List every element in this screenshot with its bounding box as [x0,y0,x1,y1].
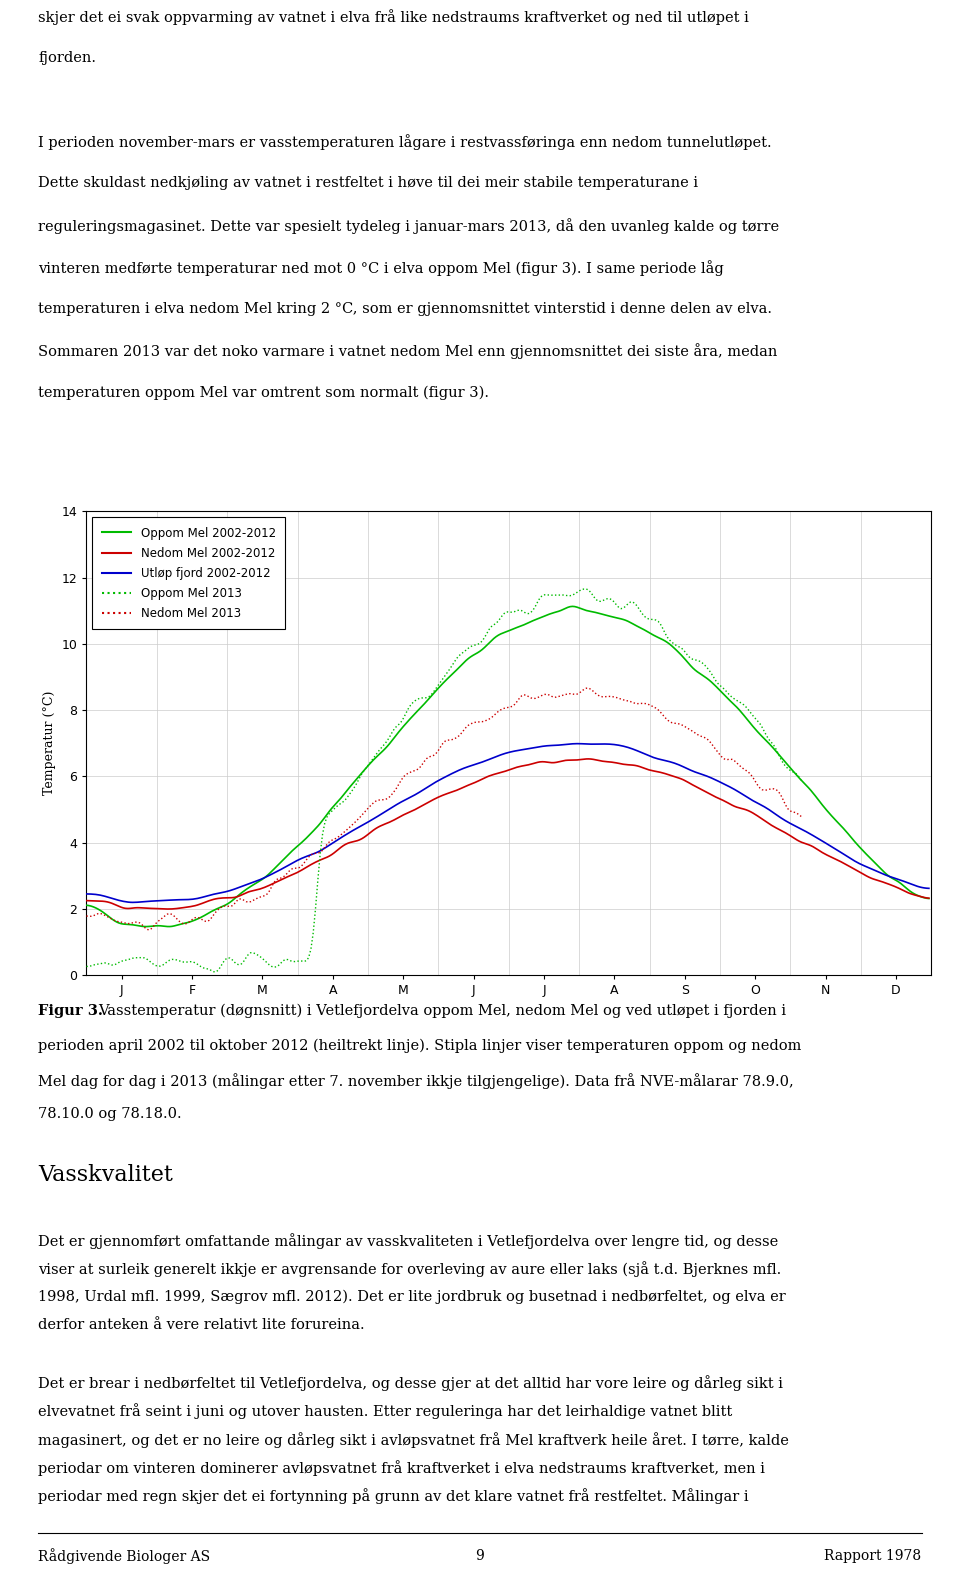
Text: periodar om vinteren dominerer avløpsvatnet frå kraftverket i elva nedstraums kr: periodar om vinteren dominerer avløpsvat… [38,1460,765,1475]
Text: fjorden.: fjorden. [38,50,96,64]
Text: Dette skuldast nedkjøling av vatnet i restfeltet i høve til dei meir stabile tem: Dette skuldast nedkjøling av vatnet i re… [38,176,699,190]
Text: Det er brear i nedbørfeltet til Vetlefjordelva, og desse gjer at det alltid har : Det er brear i nedbørfeltet til Vetlefjo… [38,1375,783,1391]
Text: temperaturen i elva nedom Mel kring 2 °C, som er gjennomsnittet vinterstid i den: temperaturen i elva nedom Mel kring 2 °C… [38,302,773,316]
Y-axis label: Temperatur (°C): Temperatur (°C) [43,691,56,796]
Text: 1998, Urdal mfl. 1999, Sægrov mfl. 2012). Det er lite jordbruk og busetnad i ned: 1998, Urdal mfl. 1999, Sægrov mfl. 2012)… [38,1290,786,1304]
Text: perioden april 2002 til oktober 2012 (heiltrekt linje). Stipla linjer viser temp: perioden april 2002 til oktober 2012 (he… [38,1038,802,1052]
Legend: Oppom Mel 2002-2012, Nedom Mel 2002-2012, Utløp fjord 2002-2012, Oppom Mel 2013,: Oppom Mel 2002-2012, Nedom Mel 2002-2012… [92,518,285,629]
Text: Vasskvalitet: Vasskvalitet [38,1164,173,1186]
Text: 78.10.0 og 78.18.0.: 78.10.0 og 78.18.0. [38,1107,182,1122]
Text: Vasstemperatur (døgnsnitt) i Vetlefjordelva oppom Mel, nedom Mel og ved utløpet : Vasstemperatur (døgnsnitt) i Vetlefjorde… [98,1004,786,1018]
Text: Det er gjennomført omfattande målingar av vasskvaliteten i Vetlefjordelva over l: Det er gjennomført omfattande målingar a… [38,1233,779,1249]
Text: Mel dag for dag i 2013 (målingar etter 7. november ikkje tilgjengelige). Data fr: Mel dag for dag i 2013 (målingar etter 7… [38,1073,794,1089]
Text: Sommaren 2013 var det noko varmare i vatnet nedom Mel enn gjennomsnittet dei sis: Sommaren 2013 var det noko varmare i vat… [38,343,778,359]
Text: derfor anteken å vere relativt lite forureina.: derfor anteken å vere relativt lite foru… [38,1318,365,1332]
Text: reguleringsmagasinet. Dette var spesielt tydeleg i januar-mars 2013, då den uvan: reguleringsmagasinet. Dette var spesielt… [38,219,780,234]
Text: Figur 3.: Figur 3. [38,1004,104,1018]
Text: vinteren medførte temperaturar ned mot 0 °C i elva oppom Mel (figur 3). I same p: vinteren medførte temperaturar ned mot 0… [38,260,724,275]
Text: magasinert, og det er no leire og dårleg sikt i avløpsvatnet frå Mel kraftverk h: magasinert, og det er no leire og dårleg… [38,1431,789,1447]
Text: skjer det ei svak oppvarming av vatnet i elva frå like nedstraums kraftverket og: skjer det ei svak oppvarming av vatnet i… [38,9,749,25]
Text: periodar med regn skjer det ei fortynning på grunn av det klare vatnet frå restf: periodar med regn skjer det ei fortynnin… [38,1488,749,1504]
Text: temperaturen oppom Mel var omtrent som normalt (figur 3).: temperaturen oppom Mel var omtrent som n… [38,385,490,400]
Text: 9: 9 [475,1549,485,1564]
Text: Rapport 1978: Rapport 1978 [825,1549,922,1564]
Text: viser at surleik generelt ikkje er avgrensande for overleving av aure eller laks: viser at surleik generelt ikkje er avgre… [38,1262,781,1277]
Text: elvevatnet frå seint i juni og utover hausten. Etter reguleringa har det leirhal: elvevatnet frå seint i juni og utover ha… [38,1403,732,1419]
Text: I perioden november-mars er vasstemperaturen lågare i restvassføringa enn nedom : I perioden november-mars er vasstemperat… [38,134,772,149]
Text: Rådgivende Biologer AS: Rådgivende Biologer AS [38,1548,210,1565]
